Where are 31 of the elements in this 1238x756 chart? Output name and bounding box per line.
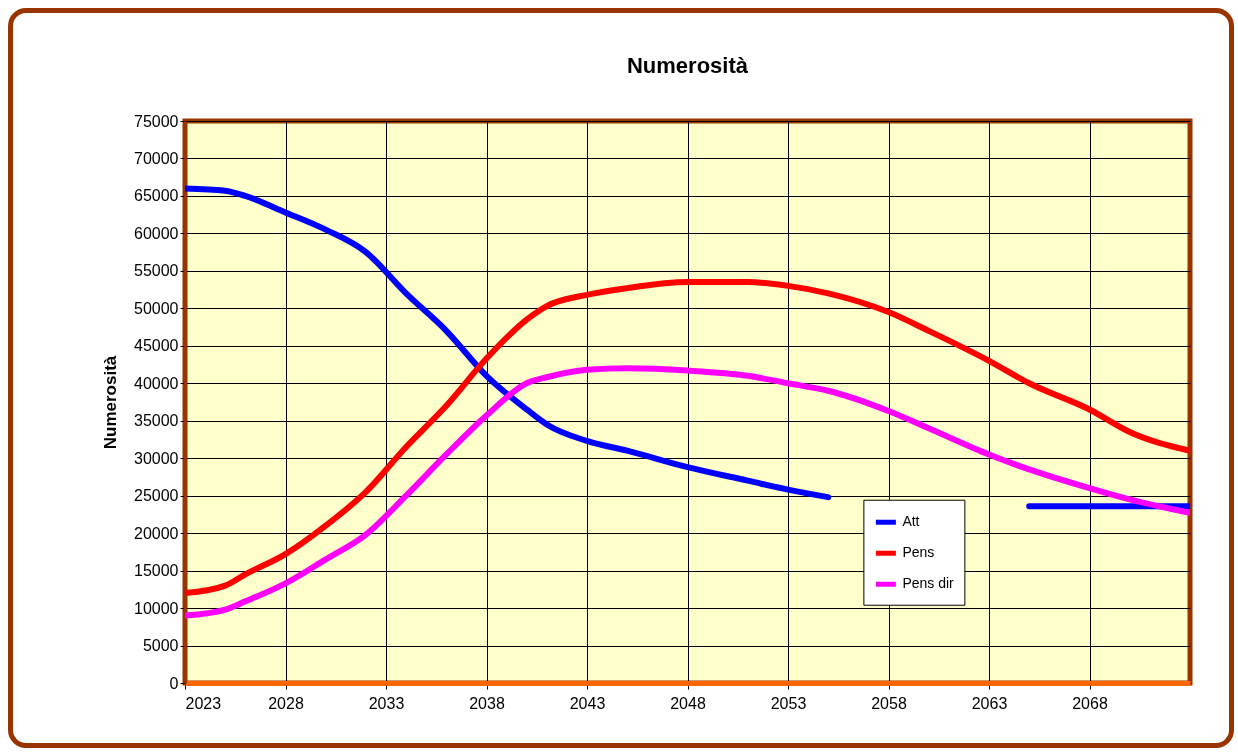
- y-tick-label: 40000: [134, 374, 179, 392]
- y-tick-label: 55000: [134, 262, 179, 280]
- chart-title: Numerosità: [626, 53, 749, 78]
- x-tick-label: 2038: [469, 694, 505, 712]
- x-tick-label: 2068: [1072, 694, 1108, 712]
- y-tick-label: 5000: [142, 637, 179, 655]
- x-tick-label: 2033: [368, 694, 405, 712]
- y-tick-label: 60000: [134, 224, 179, 242]
- y-tick-label: 50000: [134, 299, 179, 317]
- x-tick-label: 2048: [670, 694, 706, 712]
- x-tick-label: 2023: [185, 694, 222, 712]
- x-tick-label: 2028: [268, 694, 304, 712]
- y-axis-title: Numerosità: [101, 355, 121, 450]
- x-tick-label: 2053: [770, 694, 807, 712]
- y-tick-label: 0: [169, 674, 179, 692]
- x-tick-label: 2043: [569, 694, 606, 712]
- y-tick-label: 45000: [134, 337, 179, 355]
- y-tick-label: 65000: [134, 187, 179, 205]
- y-tick-label: 25000: [134, 487, 179, 505]
- x-tick-label: 2058: [871, 694, 907, 712]
- legend-label: Att: [902, 513, 920, 530]
- y-tick-label: 75000: [134, 112, 179, 130]
- x-tick-label: 2063: [971, 694, 1008, 712]
- y-tick-label: 70000: [134, 149, 179, 167]
- y-tick-label: 35000: [134, 412, 179, 430]
- y-tick-label: 30000: [134, 449, 179, 467]
- legend-label: Pens dir: [902, 575, 955, 592]
- y-tick-label: 10000: [134, 599, 179, 617]
- y-tick-label: 15000: [134, 562, 179, 580]
- legend-label: Pens: [902, 544, 935, 561]
- y-tick-label: 20000: [134, 524, 179, 542]
